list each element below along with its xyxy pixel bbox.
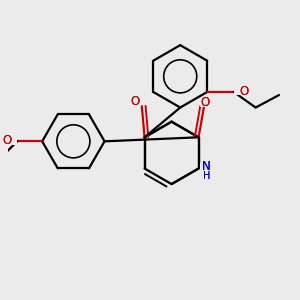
Text: N: N xyxy=(202,160,211,173)
FancyBboxPatch shape xyxy=(129,98,140,107)
FancyBboxPatch shape xyxy=(234,87,247,95)
Text: N: N xyxy=(202,160,211,173)
Text: O: O xyxy=(130,95,139,108)
Text: O: O xyxy=(201,96,210,109)
Text: O: O xyxy=(3,134,12,147)
FancyBboxPatch shape xyxy=(4,137,17,145)
Text: H: H xyxy=(203,171,210,181)
FancyBboxPatch shape xyxy=(200,163,213,179)
Text: O: O xyxy=(239,85,248,98)
Text: O: O xyxy=(130,95,139,108)
Text: O: O xyxy=(3,134,12,147)
Text: O: O xyxy=(201,96,210,109)
Text: H: H xyxy=(203,171,210,181)
FancyBboxPatch shape xyxy=(200,99,211,107)
Text: O: O xyxy=(239,85,248,98)
